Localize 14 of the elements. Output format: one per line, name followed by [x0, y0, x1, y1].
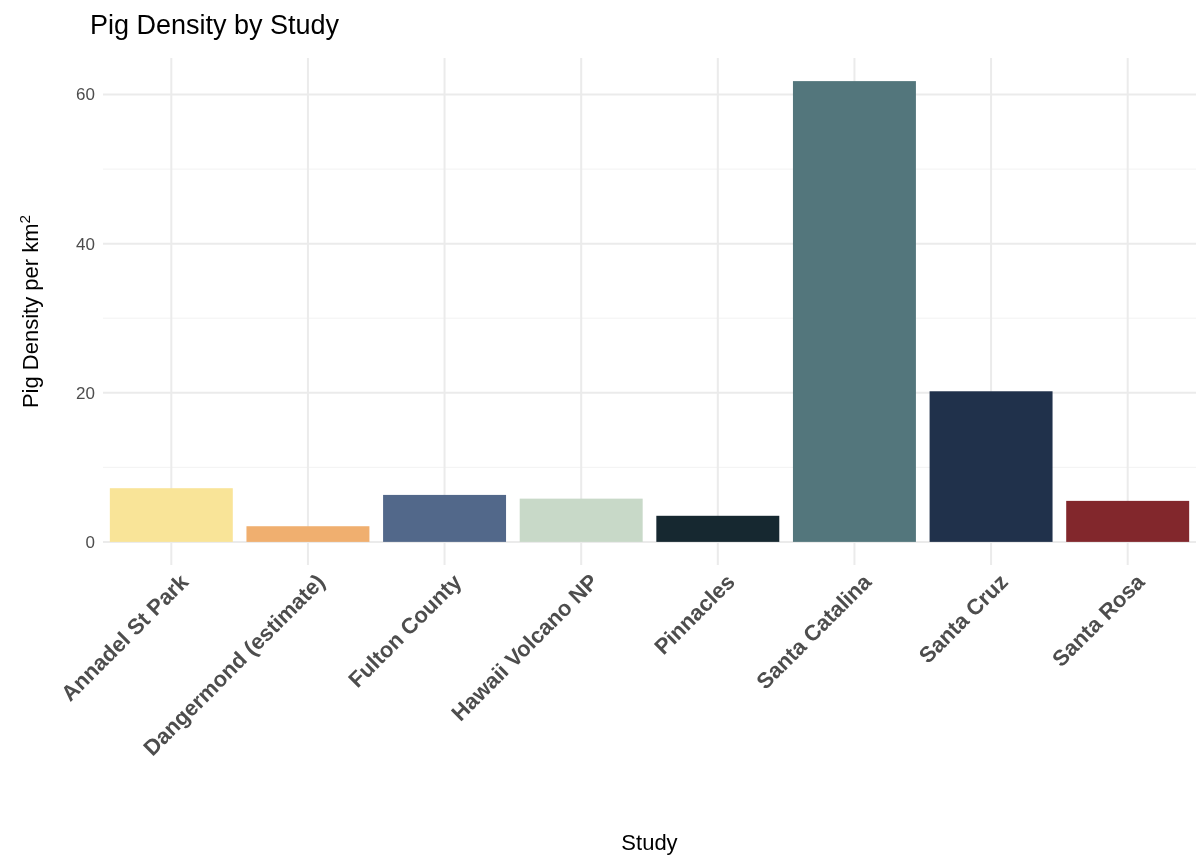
- bar: [792, 81, 916, 542]
- chart-title: Pig Density by Study: [90, 10, 340, 40]
- bar: [519, 498, 643, 542]
- y-tick-label: 0: [85, 532, 95, 552]
- bar: [109, 488, 233, 542]
- x-axis-title: Study: [621, 830, 678, 855]
- bar: [656, 515, 780, 542]
- y-tick-label: 60: [76, 85, 95, 105]
- bar: [929, 391, 1053, 542]
- y-tick-label: 40: [76, 234, 95, 254]
- y-tick-label: 20: [76, 383, 95, 403]
- bar: [246, 526, 370, 542]
- bar: [1066, 500, 1190, 542]
- bar: [383, 494, 507, 542]
